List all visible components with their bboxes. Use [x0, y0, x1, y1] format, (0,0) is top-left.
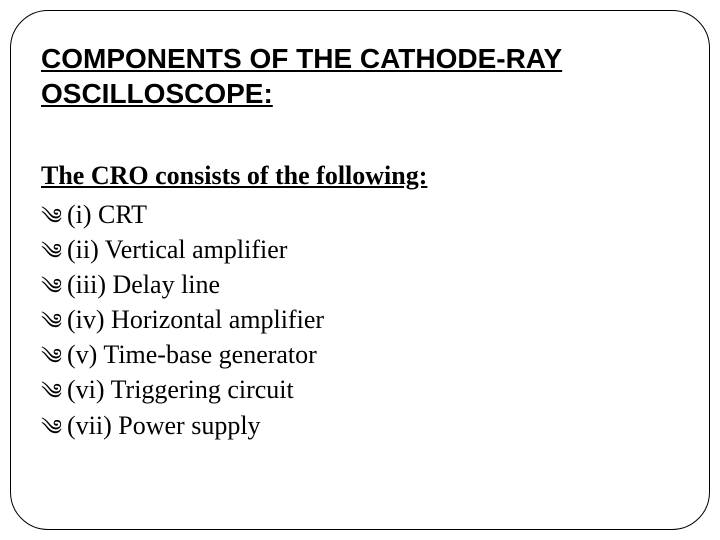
list-item-text: (vi) Triggering circuit — [67, 372, 294, 407]
list-item-text: (iii) Delay line — [67, 267, 220, 302]
slide-frame: COMPONENTS OF THE CATHODE-RAY OSCILLOSCO… — [10, 10, 710, 530]
slide-title: COMPONENTS OF THE CATHODE-RAY OSCILLOSCO… — [41, 41, 679, 111]
bullet-icon: ༄ — [41, 206, 67, 228]
bullet-icon: ༄ — [41, 241, 67, 263]
list-item-text: (ii) Vertical amplifier — [67, 232, 287, 267]
list-item: ༄ (v) Time-base generator — [41, 337, 679, 372]
list-item-text: (i) CRT — [67, 197, 147, 232]
slide-subtitle: The CRO consists of the following: — [41, 161, 679, 191]
list-item: ༄ (i) CRT — [41, 197, 679, 232]
bullet-icon: ༄ — [41, 417, 67, 439]
list-item: ༄ (iv) Horizontal amplifier — [41, 302, 679, 337]
bullet-icon: ༄ — [41, 381, 67, 403]
list-item: ༄ (ii) Vertical amplifier — [41, 232, 679, 267]
component-list: ༄ (i) CRT ༄ (ii) Vertical amplifier ༄ (i… — [41, 197, 679, 443]
list-item-text: (v) Time-base generator — [67, 337, 317, 372]
bullet-icon: ༄ — [41, 276, 67, 298]
list-item-text: (vii) Power supply — [67, 408, 261, 443]
list-item: ༄ (vi) Triggering circuit — [41, 372, 679, 407]
bullet-icon: ༄ — [41, 311, 67, 333]
bullet-icon: ༄ — [41, 346, 67, 368]
list-item: ༄ (iii) Delay line — [41, 267, 679, 302]
list-item: ༄ (vii) Power supply — [41, 408, 679, 443]
list-item-text: (iv) Horizontal amplifier — [67, 302, 324, 337]
